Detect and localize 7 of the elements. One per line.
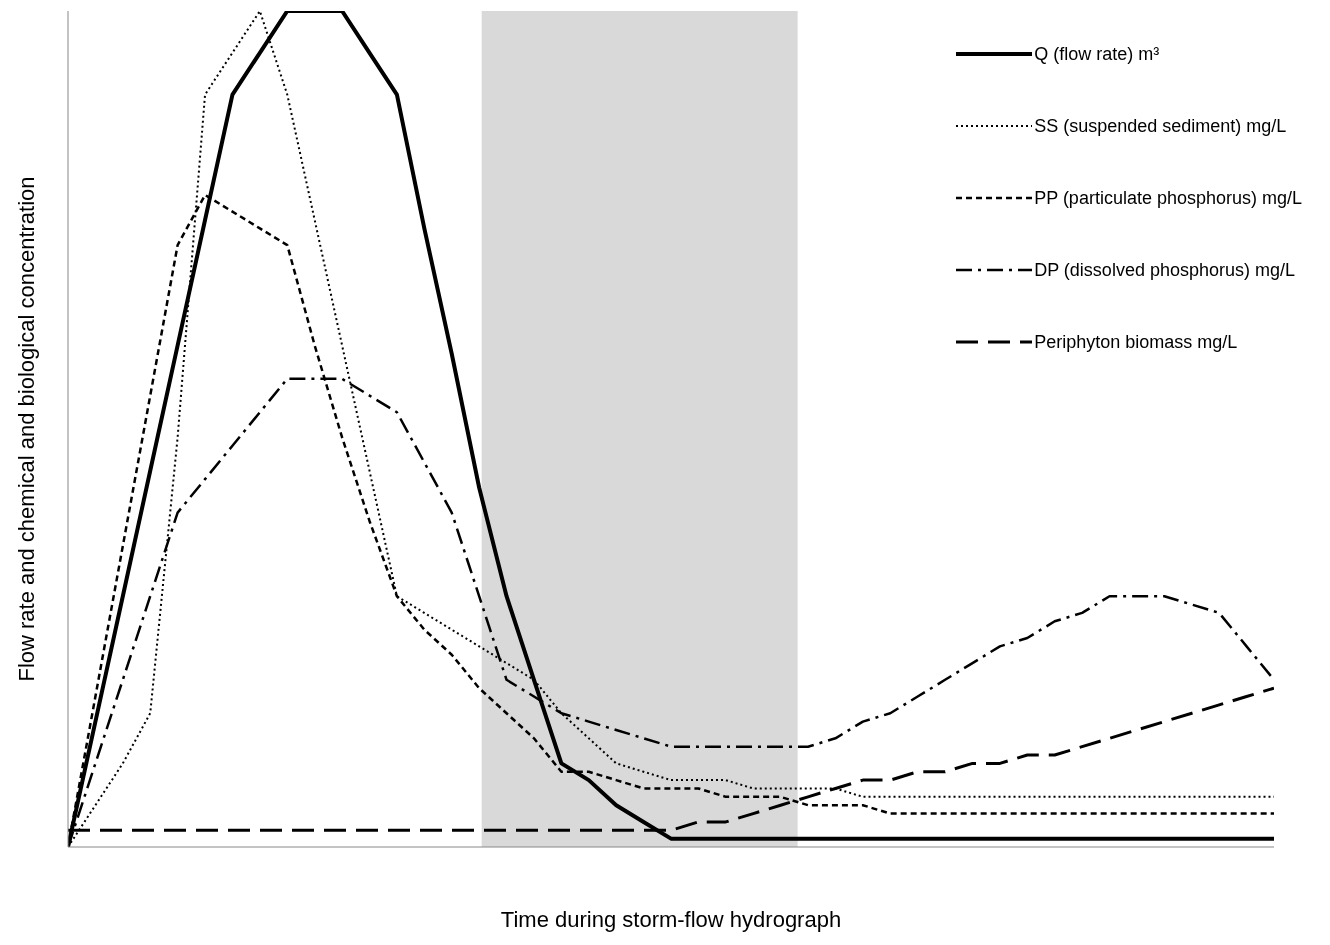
legend-label: DP (dissolved phosphorus) mg/L — [1034, 259, 1295, 281]
legend-label: Q (flow rate) m³ — [1034, 43, 1160, 65]
y-axis-title: Flow rate and chemical and biological concentration — [13, 176, 39, 682]
legend-label: SS (suspended sediment) mg/L — [1034, 115, 1287, 137]
legend-label: PP (particulate phosphorus) mg/L — [1034, 187, 1302, 209]
legend-label: Periphyton biomass mg/L — [1034, 331, 1238, 353]
x-axis-title: Time during storm-flow hydrograph — [500, 907, 842, 932]
